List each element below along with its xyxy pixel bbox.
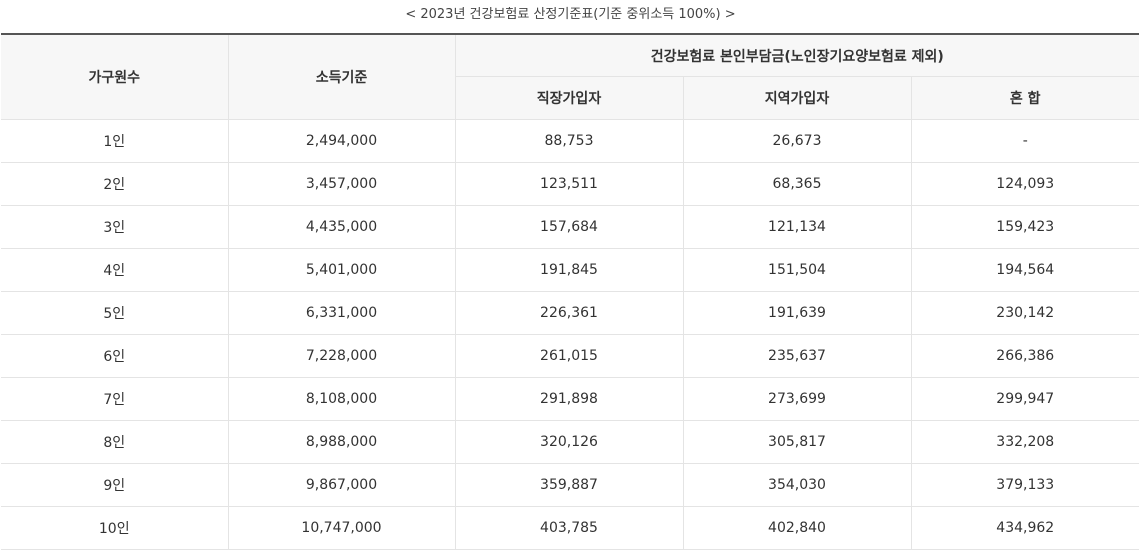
table-row: 1인 2,494,000 88,753 26,673-	[1, 119, 1139, 163]
header-employee: 직장가입자	[455, 76, 684, 120]
cell-employee: 320,126	[455, 420, 684, 464]
cell-mixed: 124,093	[911, 162, 1139, 206]
cell-household: 4인	[1, 248, 229, 292]
header-group-premium: 건강보험료 본인부담금(노인장기요양보험료 제외)	[455, 33, 1139, 77]
header-household: 가구원수	[1, 33, 229, 120]
cell-household: 8인	[1, 420, 229, 464]
cell-employee: 191,845	[455, 248, 684, 292]
cell-income: 5,401,000	[228, 248, 456, 292]
cell-mixed: 434,962	[911, 506, 1139, 550]
header-mixed: 혼 합	[911, 76, 1139, 120]
premium-table: 가구원수 소득기준 건강보험료 본인부담금(노인장기요양보험료 제외) 직장가입…	[1, 33, 1139, 550]
cell-income: 7,228,000	[228, 334, 456, 378]
cell-employee: 88,753	[455, 119, 684, 163]
cell-employee: 291,898	[455, 377, 684, 421]
cell-income: 10,747,000	[228, 506, 456, 550]
cell-employee: 226,361	[455, 291, 684, 335]
cell-regional: 354,030	[683, 463, 912, 507]
cell-employee: 123,511	[455, 162, 684, 206]
cell-regional: 235,637	[683, 334, 912, 378]
cell-household: 2인	[1, 162, 229, 206]
table-row: 9인 9,867,000 359,887 354,030 379,133	[1, 463, 1139, 507]
table-row: 8인 8,988,000 320,126 305,817 332,208	[1, 420, 1139, 464]
header-row-sub: 직장가입자 지역가입자 혼 합	[1, 76, 1139, 120]
cell-regional: 273,699	[683, 377, 912, 421]
cell-household: 6인	[1, 334, 229, 378]
cell-income: 3,457,000	[228, 162, 456, 206]
cell-regional: 121,134	[683, 205, 912, 249]
cell-income: 8,988,000	[228, 420, 456, 464]
header-income: 소득기준	[228, 33, 456, 120]
header-regional: 지역가입자	[683, 76, 912, 120]
cell-employee: 261,015	[455, 334, 684, 378]
table-row: 10인 10,747,000 403,785 402,840 434,962	[1, 506, 1139, 550]
table-row: 5인 6,331,000 226,361 191,639 230,142	[1, 291, 1139, 335]
cell-regional: 26,673	[683, 119, 912, 163]
cell-household: 1인	[1, 119, 229, 163]
header-row-top: 가구원수 소득기준 건강보험료 본인부담금(노인장기요양보험료 제외)	[1, 33, 1139, 120]
cell-mixed: 299,947	[911, 377, 1139, 421]
cell-mixed: 159,423	[911, 205, 1139, 249]
table-body: 1인 2,494,000 88,753 26,673-2인 3,457,000 123,5…	[1, 119, 1139, 550]
cell-mixed: 230,142	[911, 291, 1139, 335]
cell-household: 3인	[1, 205, 229, 249]
cell-employee: 157,684	[455, 205, 684, 249]
cell-employee: 403,785	[455, 506, 684, 550]
cell-income: 9,867,000	[228, 463, 456, 507]
cell-mixed: 379,133	[911, 463, 1139, 507]
cell-regional: 68,365	[683, 162, 912, 206]
table-header: 가구원수 소득기준 건강보험료 본인부담금(노인장기요양보험료 제외) 직장가입…	[1, 33, 1139, 120]
cell-regional: 191,639	[683, 291, 912, 335]
table-row: 4인 5,401,000 191,845 151,504 194,564	[1, 248, 1139, 292]
cell-household: 9인	[1, 463, 229, 507]
cell-mixed: 194,564	[911, 248, 1139, 292]
cell-household: 7인	[1, 377, 229, 421]
table-row: 2인 3,457,000 123,511 68,365 124,093	[1, 162, 1139, 206]
table-row: 6인 7,228,000 261,015 235,637 266,386	[1, 334, 1139, 378]
cell-income: 6,331,000	[228, 291, 456, 335]
cell-income: 4,435,000	[228, 205, 456, 249]
table-caption: < 2023년 건강보험료 산정기준표(기준 중위소득 100%) >	[405, 7, 736, 22]
cell-income: 2,494,000	[228, 119, 456, 163]
table-row: 7인 8,108,000 291,898 273,699 299,947	[1, 377, 1139, 421]
cell-employee: 359,887	[455, 463, 684, 507]
cell-regional: 305,817	[683, 420, 912, 464]
cell-mixed: 332,208	[911, 420, 1139, 464]
cell-household: 10인	[1, 506, 229, 550]
cell-regional: 151,504	[683, 248, 912, 292]
table-row: 3인 4,435,000 157,684 121,134 159,423	[1, 205, 1139, 249]
cell-regional: 402,840	[683, 506, 912, 550]
cell-household: 5인	[1, 291, 229, 335]
cell-income: 8,108,000	[228, 377, 456, 421]
cell-mixed: -	[911, 119, 1139, 163]
cell-mixed: 266,386	[911, 334, 1139, 378]
